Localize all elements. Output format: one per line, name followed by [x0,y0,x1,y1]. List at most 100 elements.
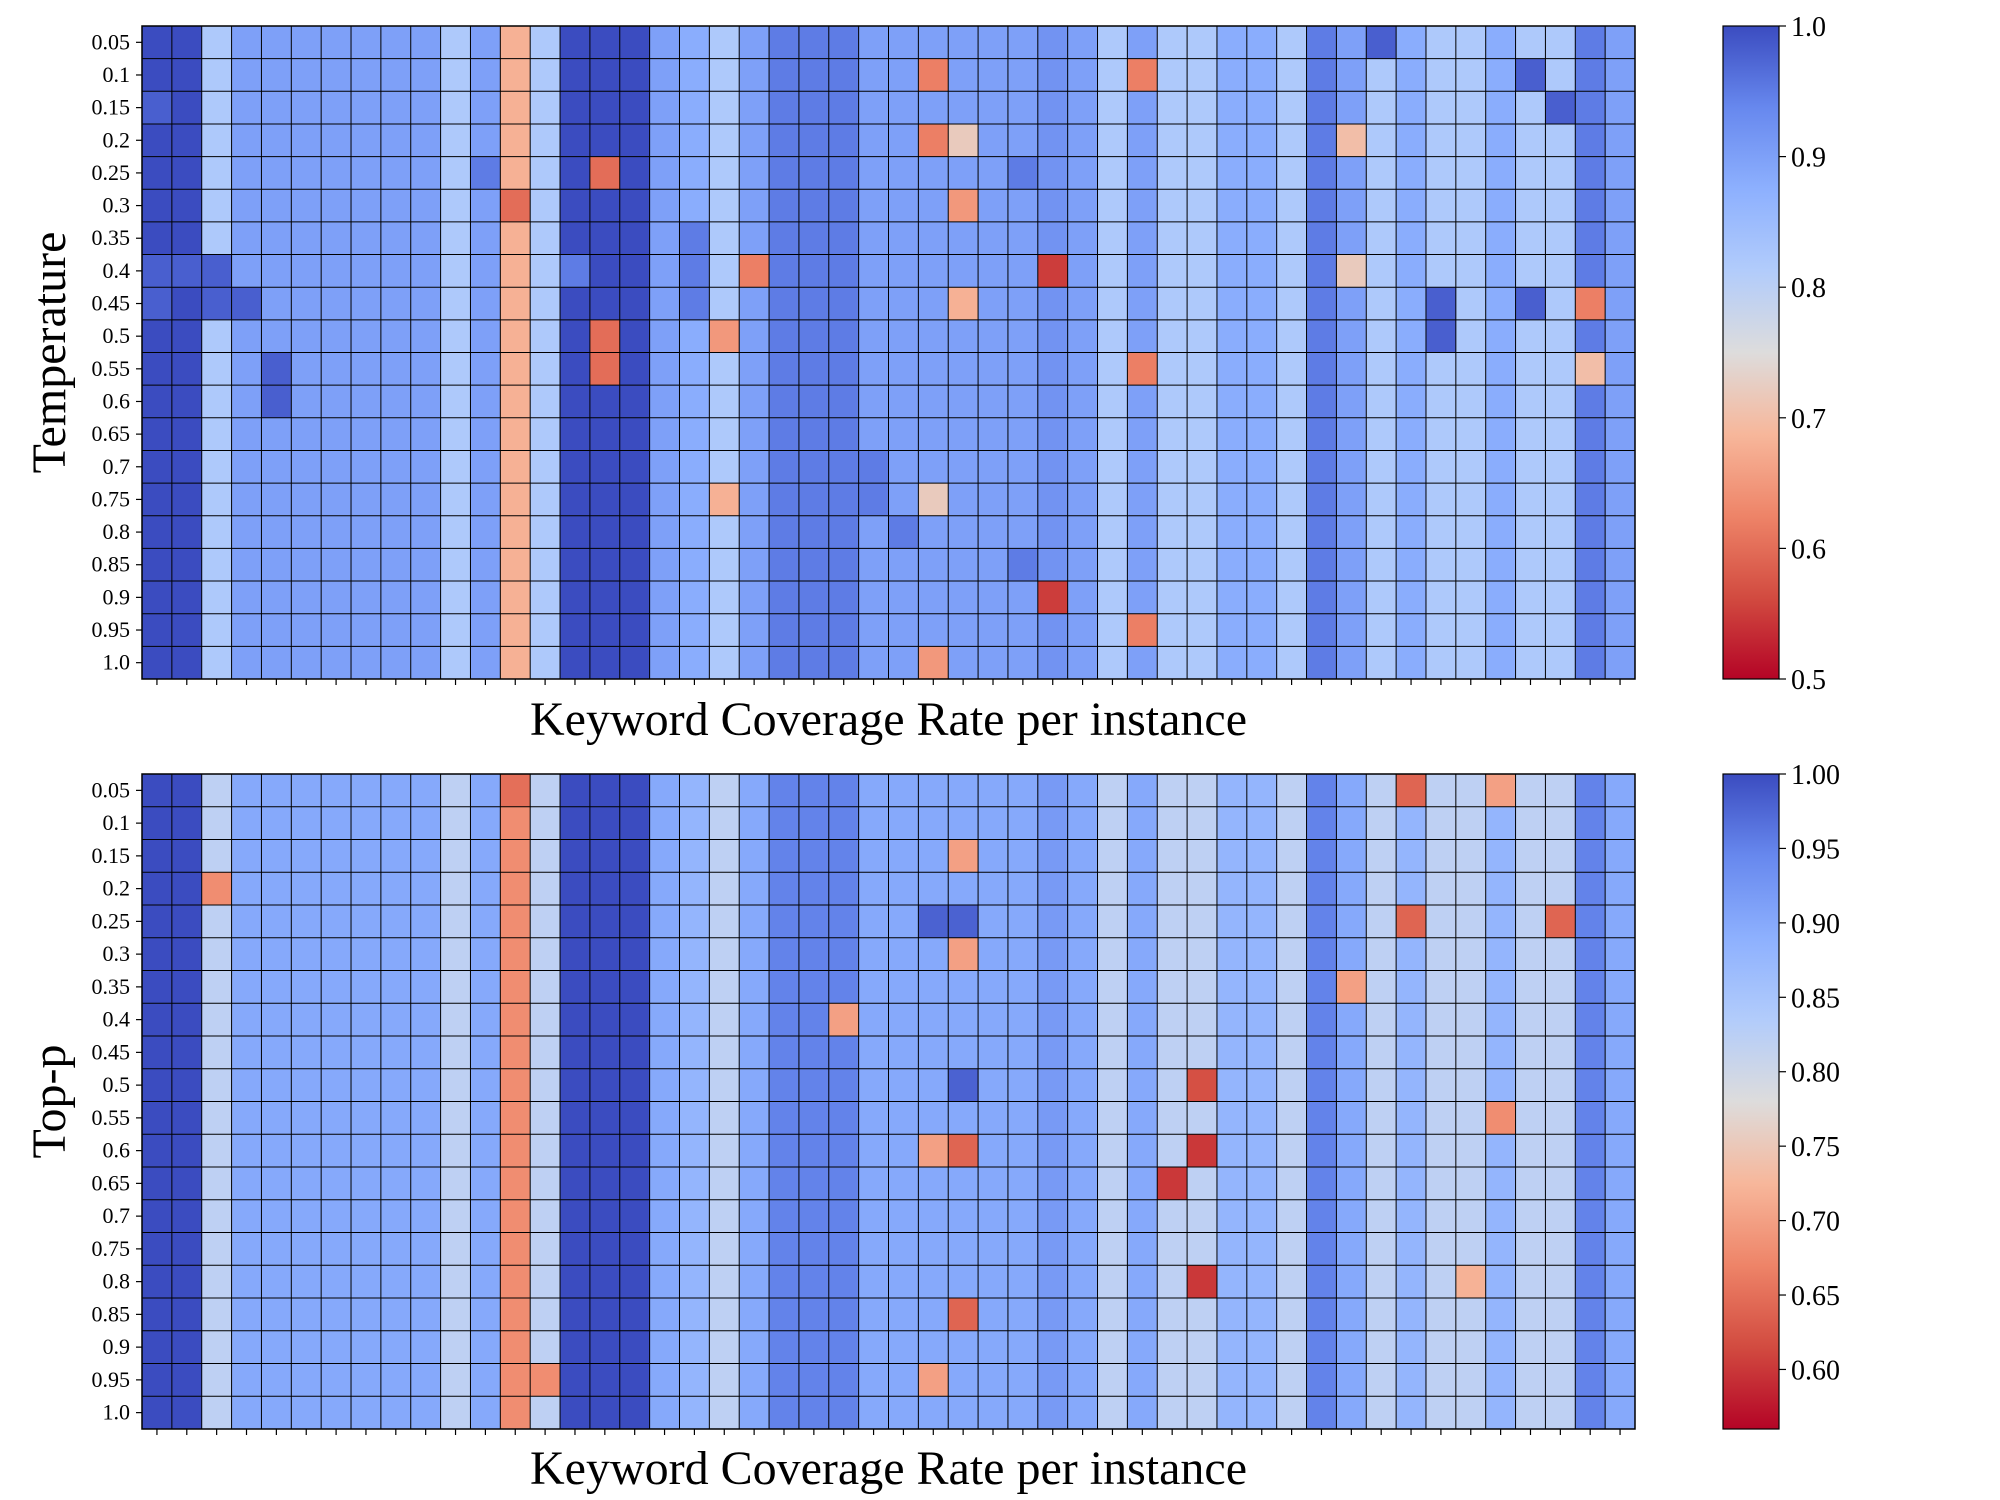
heatmap-cell [1575,26,1606,60]
heatmap-cell [1007,646,1039,680]
heatmap-cell [1455,1134,1487,1168]
heatmap-cell [410,515,441,549]
heatmap-cell [1455,254,1487,288]
heatmap-cell [1366,774,1397,808]
colorbar-gradient [1722,25,1780,680]
heatmap-cell [1455,26,1487,60]
heatmap-cell [1306,254,1337,288]
heatmap-cell [261,221,292,255]
heatmap-cell [1425,352,1457,386]
heatmap-cell [560,1068,591,1102]
heatmap-cell [1067,1298,1098,1332]
heatmap-cell [798,189,830,223]
heatmap-cell [410,1298,441,1332]
heatmap-cell [1157,1167,1188,1201]
heatmap-cell [1575,1330,1606,1364]
heatmap-cell [1515,1068,1546,1102]
heatmap-cell [1396,417,1427,451]
heatmap-cell [560,1265,591,1299]
heatmap-cell [589,1298,621,1332]
heatmap-cell [769,774,800,808]
heatmap-cell [530,287,561,321]
y-tick-label: 0.6 [103,388,131,413]
heatmap-cell [1037,385,1069,419]
heatmap-cell [888,450,919,484]
heatmap-cell [828,1068,860,1102]
heatmap-cell [1276,1068,1307,1102]
heatmap-cell [1545,221,1576,255]
heatmap-cell [1485,1036,1516,1070]
heatmap-cell [589,319,621,353]
heatmap-cell [530,58,561,92]
heatmap-cell [1157,26,1188,60]
heatmap-cell [1575,937,1606,971]
heatmap-cell [440,1298,471,1332]
heatmap-cell [1127,970,1158,1004]
heatmap-cell [619,1298,651,1332]
heatmap-cell [739,646,770,680]
heatmap-cell [858,287,889,321]
heatmap-cell [1097,1199,1128,1233]
heatmap-cell [530,26,561,60]
heatmap-cell [1336,385,1367,419]
heatmap-cell [1276,189,1307,223]
heatmap-cell [500,1298,531,1332]
heatmap-cell [1515,515,1546,549]
heatmap-cell [589,1396,621,1430]
heatmap-cell [1037,450,1069,484]
heatmap-cell [201,123,232,157]
heatmap-cell [171,221,203,255]
heatmap-cell [321,91,352,125]
heatmap-cell [1216,872,1248,906]
heatmap-cell [619,221,651,255]
heatmap-cell [679,872,710,906]
heatmap-cell [1575,385,1606,419]
heatmap-cell [1366,483,1397,517]
heatmap-cell [1455,1101,1487,1135]
heatmap-cell [1306,937,1337,971]
heatmap-cell [261,483,292,517]
heatmap-cell [142,1265,173,1299]
heatmap-cell [1485,156,1516,190]
heatmap-cell [1336,581,1367,615]
heatmap-cell [709,1134,740,1168]
heatmap-cell [589,26,621,60]
heatmap-cells [142,774,1636,1430]
heatmap-cell [948,91,979,125]
heatmap-cell [798,1363,830,1397]
heatmap-cell [828,872,860,906]
heatmap-cell [828,1265,860,1299]
heatmap-cell [171,806,203,840]
heatmap-cell [1396,1330,1427,1364]
heatmap-cell [231,1068,262,1102]
heatmap-cell [858,581,889,615]
heatmap-cell [888,774,919,808]
heatmap-cell [1575,417,1606,451]
heatmap-cell [530,189,561,223]
heatmap-cell [739,417,770,451]
heatmap-cell [1216,287,1248,321]
heatmap-cell [918,1003,949,1037]
heatmap-cell [918,123,949,157]
heatmap-cell [1127,774,1158,808]
heatmap-cell [261,1003,292,1037]
heatmap-cell [828,937,860,971]
heatmap-cell [1157,1265,1188,1299]
heatmap-cell [649,254,680,288]
heatmap-cell [261,1068,292,1102]
heatmap-cell [1246,1363,1278,1397]
heatmap-cell [530,1167,561,1201]
heatmap-cell [291,581,322,615]
heatmap-cell [619,26,651,60]
heatmap-cell [171,156,203,190]
heatmap-cell [321,515,352,549]
heatmap-cell [1216,221,1248,255]
heatmap-cell [530,1298,561,1332]
heatmap-cell [231,189,262,223]
heatmap-cell [500,483,531,517]
heatmap-cell [978,774,1009,808]
heatmap-cell [918,548,949,582]
heatmap-cell [619,1199,651,1233]
heatmap-cell [410,1330,441,1364]
heatmap-cell [589,91,621,125]
